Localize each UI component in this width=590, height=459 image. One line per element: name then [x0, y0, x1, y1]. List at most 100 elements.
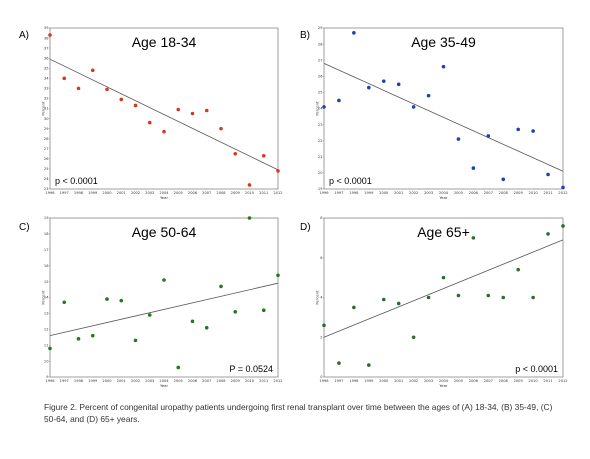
- x-tick-label: 2009: [231, 379, 241, 383]
- x-tick-label: 2002: [131, 379, 140, 383]
- data-point: [247, 216, 252, 220]
- data-point: [105, 87, 109, 92]
- x-axis-title: Year: [160, 383, 168, 388]
- panel-letter-d: D): [300, 222, 311, 233]
- y-tick-label: 14: [44, 296, 49, 300]
- x-tick-label: 2002: [131, 191, 140, 195]
- data-point: [105, 297, 109, 301]
- data-point: [486, 293, 491, 298]
- data-point: [396, 82, 401, 87]
- x-tick-label: 1998: [349, 379, 359, 383]
- data-point: [516, 267, 520, 272]
- chart-age-18-34: 23 24 25 26 27 28 29 30 31 32 33 34 35 36 37 38 39 1996 19…: [41, 26, 283, 200]
- figure-caption: Figure 2. Percent of congenital uropathy…: [44, 402, 553, 424]
- chart-title: Age 18-34: [132, 34, 197, 50]
- data-point: [561, 224, 565, 228]
- data-point: [48, 33, 52, 37]
- trend-line: [49, 282, 279, 337]
- y-tick-label: 30: [44, 117, 49, 121]
- x-tick-label: 2011: [259, 191, 268, 195]
- x-tick-label: 2008: [499, 191, 509, 195]
- x-tick-label: 1996: [319, 191, 329, 195]
- trend-line: [49, 58, 279, 171]
- x-tick-label: 2010: [529, 191, 539, 195]
- data-point: [561, 185, 565, 190]
- x-tick-label: 1997: [60, 191, 69, 195]
- data-point: [381, 79, 386, 83]
- x-tick-label: 1997: [334, 191, 343, 195]
- y-tick-label: 33: [44, 87, 49, 91]
- data-point: [276, 273, 280, 278]
- data-point: [276, 169, 280, 173]
- panel-letter-a: A): [19, 30, 29, 41]
- y-tick-label: 27: [44, 147, 49, 151]
- data-point: [352, 305, 356, 310]
- data-point: [546, 232, 550, 236]
- y-tick-label: 9: [46, 375, 49, 379]
- y-tick-label: 22: [318, 139, 323, 143]
- y-tick-label: 34: [44, 77, 49, 81]
- y-tick-label: 11: [44, 343, 49, 347]
- data-point: [233, 310, 238, 314]
- x-tick-label: 2007: [202, 191, 211, 195]
- chart-age-50-64: 9 10 11 12 13 14 15 16 17 18 19 1996 1997 1998 1999 200…: [41, 216, 283, 388]
- data-point: [337, 361, 341, 365]
- x-tick-label: 2005: [174, 191, 183, 195]
- x-tick-label: 1997: [334, 379, 343, 383]
- data-point: [516, 127, 520, 132]
- y-axis-title: Percent: [41, 101, 46, 116]
- x-tick-label: 2003: [424, 379, 433, 383]
- y-tick-label: 24: [44, 177, 49, 181]
- data-point: [456, 137, 461, 141]
- data-point: [162, 129, 166, 134]
- data-point: [456, 293, 461, 298]
- data-point: [471, 236, 476, 240]
- data-point: [501, 295, 506, 300]
- y-tick-label: 21: [318, 155, 323, 159]
- y-tick-label: 24: [318, 107, 323, 111]
- data-point: [322, 105, 326, 109]
- x-tick-label: 2004: [439, 379, 449, 383]
- y-tick-label: 29: [44, 127, 49, 131]
- x-tick-label: 2000: [379, 191, 389, 195]
- y-tick-label: 0: [320, 375, 323, 379]
- y-tick-label: 39: [44, 26, 49, 30]
- data-point: [219, 126, 223, 131]
- x-tick-label: 2001: [117, 191, 126, 195]
- x-tick-label: 2011: [543, 379, 552, 383]
- data-point: [411, 335, 416, 340]
- data-point: [62, 76, 67, 81]
- x-tick-label: 2010: [529, 379, 539, 383]
- data-point: [531, 295, 535, 300]
- p-value-label: p < 0.0001: [55, 176, 98, 186]
- y-tick-label: 27: [318, 58, 323, 62]
- y-tick-label: 28: [44, 137, 49, 141]
- data-point: [176, 107, 181, 112]
- x-tick-label: 2008: [216, 191, 226, 195]
- plot-area: [323, 217, 564, 378]
- x-tick-label: 1996: [45, 379, 55, 383]
- data-point: [76, 86, 81, 91]
- x-tick-label: 2009: [514, 191, 524, 195]
- x-tick-label: 2004: [439, 191, 449, 195]
- y-tick-label: 2: [320, 335, 322, 339]
- x-tick-label: 2006: [469, 379, 479, 383]
- data-point: [76, 337, 81, 341]
- y-tick-label: 29: [318, 26, 323, 30]
- y-tick-label: 4: [320, 296, 323, 300]
- y-tick-label: 16: [44, 264, 49, 268]
- y-tick-label: 26: [44, 157, 49, 161]
- y-tick-label: 31: [44, 107, 49, 111]
- y-axis-title: Percent: [41, 290, 46, 305]
- x-tick-label: 2008: [499, 379, 509, 383]
- x-tick-label: 2012: [273, 379, 282, 383]
- x-tick-label: 2000: [102, 379, 112, 383]
- x-tick-label: 2003: [145, 191, 154, 195]
- data-point: [62, 300, 67, 305]
- y-tick-label: 23: [318, 123, 323, 127]
- x-tick-label: 2003: [145, 379, 154, 383]
- y-tick-label: 19: [318, 187, 323, 191]
- y-tick-label: 26: [318, 75, 323, 79]
- y-tick-label: 19: [44, 216, 49, 220]
- x-tick-label: 1999: [364, 379, 374, 383]
